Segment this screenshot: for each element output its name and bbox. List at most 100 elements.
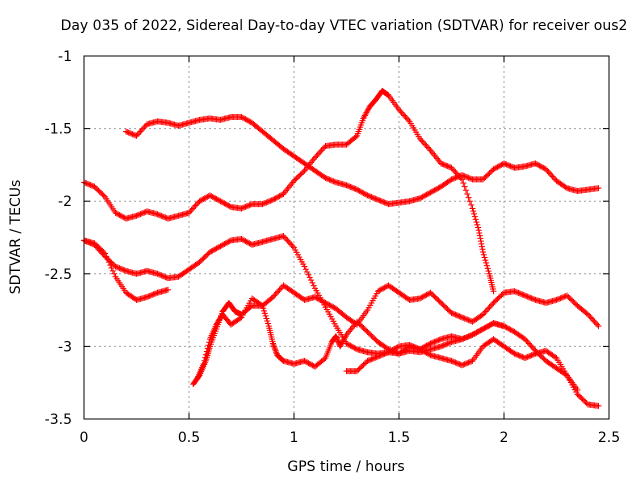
data-point	[451, 311, 458, 318]
data-point	[434, 296, 441, 303]
data-point	[503, 324, 510, 331]
data-point	[512, 288, 519, 295]
data-point	[128, 130, 135, 137]
data-point	[298, 170, 305, 177]
data-point	[501, 160, 507, 167]
data-point	[506, 325, 513, 332]
data-point	[141, 209, 148, 216]
x-axis-label: GPS time / hours	[287, 459, 404, 475]
data-point	[330, 304, 337, 311]
data-point	[423, 291, 430, 298]
data-point	[335, 338, 342, 345]
data-point	[149, 291, 156, 298]
data-point	[280, 233, 287, 240]
data-point	[476, 232, 483, 239]
data-point	[386, 348, 393, 355]
data-point	[529, 344, 536, 351]
data-point	[423, 191, 430, 198]
data-point	[368, 194, 375, 201]
data-point	[112, 209, 119, 216]
data-point	[418, 345, 425, 352]
data-point	[197, 257, 204, 264]
data-point	[464, 174, 471, 181]
data-point	[309, 279, 316, 286]
data-point	[475, 227, 482, 234]
data-point	[318, 147, 325, 154]
data-point	[487, 168, 494, 175]
data-point	[213, 196, 220, 203]
data-point	[312, 154, 318, 161]
data-point	[525, 340, 532, 347]
data-point	[201, 254, 208, 261]
data-point	[218, 198, 225, 205]
data-point	[420, 344, 427, 351]
data-point	[355, 366, 362, 373]
data-point	[313, 294, 320, 301]
data-point	[121, 267, 128, 274]
data-point	[441, 341, 448, 348]
data-point	[129, 131, 136, 138]
data-point	[264, 198, 271, 205]
data-point	[199, 256, 206, 263]
data-point	[292, 176, 299, 183]
data-point	[296, 172, 303, 179]
data-point	[449, 310, 456, 317]
data-point	[217, 243, 224, 250]
data-point	[545, 169, 552, 176]
data-point	[375, 353, 381, 360]
data-point	[242, 238, 249, 245]
data-point	[350, 184, 357, 191]
data-point	[136, 129, 143, 136]
data-point	[347, 342, 354, 349]
x-tick-label: 2.5	[598, 430, 620, 446]
data-point	[314, 151, 321, 158]
data-point	[483, 262, 490, 269]
data-point	[443, 341, 450, 348]
data-point	[306, 360, 313, 367]
data-point	[119, 213, 126, 220]
y-tick-label: -2.5	[45, 267, 72, 283]
data-point	[196, 259, 203, 266]
data-point	[595, 323, 602, 330]
data-point	[312, 294, 318, 301]
data-point	[385, 349, 392, 356]
data-point	[455, 360, 462, 367]
data-point	[381, 199, 388, 206]
data-point	[314, 295, 321, 302]
data-point	[512, 351, 519, 358]
data-point	[451, 167, 458, 174]
data-point	[540, 164, 547, 171]
data-point	[439, 160, 446, 167]
data-point	[350, 344, 357, 351]
data-point	[189, 205, 196, 212]
data-point	[443, 304, 450, 311]
data-point	[82, 179, 89, 186]
data-point	[201, 195, 208, 202]
data-point	[444, 340, 451, 347]
data-point	[216, 243, 223, 250]
data-point	[319, 145, 326, 152]
data-point	[483, 307, 490, 314]
data-point	[471, 213, 478, 220]
data-point	[221, 241, 228, 248]
data-point	[457, 174, 464, 181]
data-point	[96, 245, 103, 252]
data-point	[493, 164, 500, 171]
data-point	[154, 211, 161, 218]
data-point	[92, 184, 99, 191]
data-point	[417, 195, 423, 202]
data-point	[528, 295, 535, 302]
data-point	[344, 182, 351, 189]
data-point	[157, 271, 164, 278]
data-point	[125, 129, 132, 136]
data-point	[424, 341, 431, 348]
data-point	[216, 197, 223, 204]
data-point	[270, 294, 276, 301]
data-point	[119, 266, 126, 273]
data-point	[113, 210, 120, 217]
data-point	[508, 327, 515, 334]
data-point	[588, 315, 595, 322]
data-point	[462, 315, 469, 322]
y-tick-label: -3	[58, 339, 72, 355]
data-point	[271, 344, 278, 351]
